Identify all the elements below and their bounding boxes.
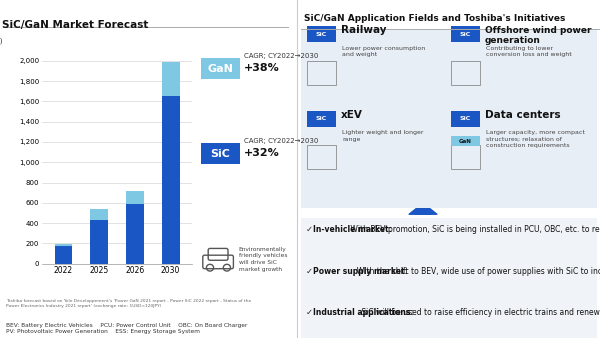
- Text: Contributing to lower
conversion loss and weight: Contributing to lower conversion loss an…: [486, 46, 572, 57]
- Text: SiC: SiC: [316, 116, 327, 121]
- Text: GaN: GaN: [459, 139, 472, 144]
- Text: With the shift to BEV, wide use of power supplies with SiC to increase EV chargi: With the shift to BEV, wide use of power…: [352, 267, 600, 276]
- Text: Offshore wind power
generation: Offshore wind power generation: [485, 26, 592, 45]
- FancyArrowPatch shape: [409, 203, 437, 214]
- Text: SiC: SiC: [211, 149, 230, 159]
- Text: SiC/GaN Application Fields and Toshiba's Initiatives: SiC/GaN Application Fields and Toshiba's…: [304, 14, 566, 23]
- Text: BEV: Battery Electric Vehicles    PCU: Power Control Unit    OBC: On Board Charg: BEV: Battery Electric Vehicles PCU: Powe…: [6, 323, 247, 334]
- Text: Larger capacity, more compact
structures; relaxation of
construction requirement: Larger capacity, more compact structures…: [486, 130, 585, 148]
- Text: SiC: SiC: [460, 116, 471, 121]
- Text: Environmentally
friendly vehicles
will drive SiC
market growth: Environmentally friendly vehicles will d…: [239, 247, 287, 271]
- Text: CAGR; CY2022→2030: CAGR; CY2022→2030: [244, 53, 319, 59]
- Text: CAGR; CY2022→2030: CAGR; CY2022→2030: [244, 138, 319, 144]
- Text: xEV: xEV: [341, 110, 362, 120]
- Bar: [161, 96, 179, 264]
- Bar: [55, 246, 73, 264]
- Text: ✓: ✓: [305, 225, 313, 234]
- Text: +38%: +38%: [244, 63, 280, 73]
- Text: Lighter weight and longer
range: Lighter weight and longer range: [342, 130, 424, 142]
- Text: Power supply market:: Power supply market:: [313, 267, 408, 276]
- Text: ✓: ✓: [305, 308, 313, 317]
- Text: SiC/GaN Market Forecast: SiC/GaN Market Forecast: [2, 20, 148, 30]
- Bar: [90, 220, 108, 264]
- Text: (Bn-Yen): (Bn-Yen): [0, 38, 3, 44]
- Text: GaN: GaN: [208, 64, 233, 74]
- Text: +32%: +32%: [244, 148, 280, 158]
- Text: SiC will be used to raise efficiency in electric trains and renewable energy app: SiC will be used to raise efficiency in …: [359, 308, 600, 317]
- Text: Lower power consumption
and weight: Lower power consumption and weight: [342, 46, 425, 57]
- Text: With BEV promotion, SiC is being installed in PCU, OBC, etc. to reduce size and : With BEV promotion, SiC is being install…: [348, 225, 600, 234]
- Text: In-vehicle market:: In-vehicle market:: [313, 225, 392, 234]
- Text: SiC: SiC: [460, 32, 471, 37]
- Text: Railway: Railway: [341, 25, 386, 35]
- Text: Toshiba forecast based on Yole Développement's 'Power GaN 2021 report - Power Si: Toshiba forecast based on Yole Développe…: [6, 299, 251, 308]
- Text: ✓: ✓: [305, 267, 313, 276]
- Bar: [161, 62, 179, 96]
- Bar: [126, 204, 144, 264]
- Bar: [126, 191, 144, 204]
- Text: Industrial applications:: Industrial applications:: [313, 308, 414, 317]
- Text: SiC: SiC: [316, 32, 327, 37]
- Bar: [90, 209, 108, 220]
- Text: Data centers: Data centers: [485, 110, 560, 120]
- Bar: [55, 244, 73, 246]
